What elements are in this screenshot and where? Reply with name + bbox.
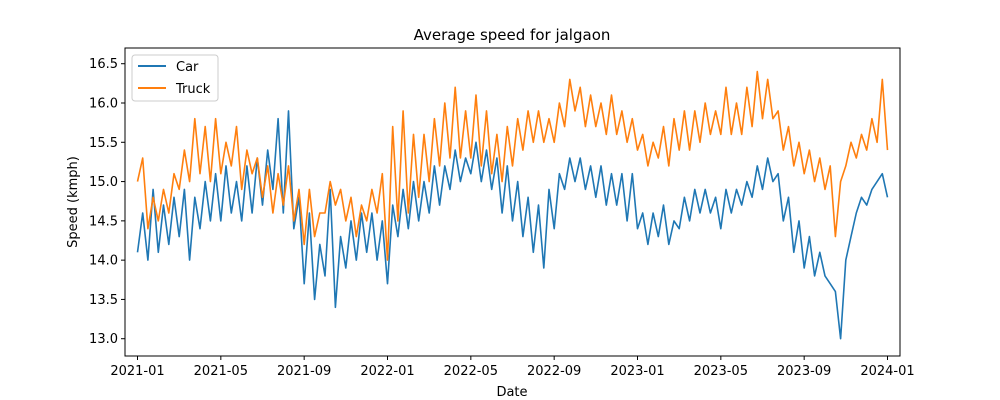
x-tick-label: 2023-09	[777, 364, 831, 379]
y-tick-label: 16.0	[89, 97, 118, 112]
series-line-truck	[136, 70, 889, 261]
y-tick-label: 13.5	[89, 293, 118, 308]
y-tick-label: 15.0	[89, 175, 118, 190]
legend: Car Truck	[131, 54, 219, 102]
x-tick-label: 2022-09	[527, 364, 581, 379]
x-axis: 2021-01 2021-05 2021-09 2022-01 2022-05 2022-…	[110, 356, 915, 379]
y-tick-label: 14.0	[89, 254, 118, 269]
series-line-car	[136, 110, 889, 340]
legend-label-truck: Truck	[175, 82, 211, 97]
y-tick-label: 13.0	[89, 332, 118, 347]
y-tick-label: 15.5	[89, 136, 118, 151]
x-axis-label: Date	[496, 385, 527, 400]
x-tick-label: 2021-01	[110, 364, 164, 379]
x-tick-label: 2022-01	[360, 364, 414, 379]
chart-title: Average speed for jalgaon	[414, 26, 611, 44]
x-tick-label: 2024-01	[860, 364, 914, 379]
x-tick-label: 2021-09	[277, 364, 331, 379]
series-layer	[136, 70, 889, 340]
x-tick-label: 2023-05	[694, 364, 748, 379]
plot-frame	[124, 47, 901, 357]
y-axis: 13.0 13.5 14.0 14.5 15.0 15.5 16.0 16.5	[89, 57, 125, 347]
y-tick-label: 14.5	[89, 214, 118, 229]
legend-label-car: Car	[176, 60, 199, 75]
x-tick-label: 2021-05	[194, 364, 248, 379]
x-tick-label: 2023-01	[610, 364, 664, 379]
x-tick-label: 2022-05	[444, 364, 498, 379]
y-axis-label: Speed (kmph)	[66, 156, 81, 248]
y-tick-label: 16.5	[89, 57, 118, 72]
